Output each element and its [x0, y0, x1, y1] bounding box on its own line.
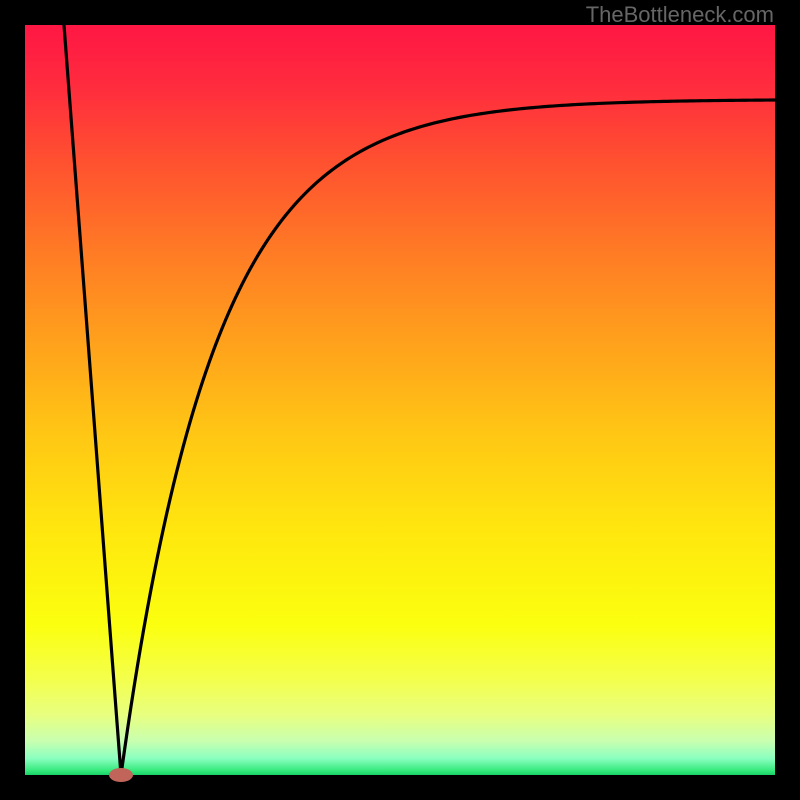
minimum-marker	[109, 768, 133, 782]
image-root: TheBottleneck.com	[0, 0, 800, 800]
chart-svg	[0, 0, 800, 800]
bottleneck-curve	[64, 25, 775, 775]
watermark-text: TheBottleneck.com	[586, 2, 774, 28]
